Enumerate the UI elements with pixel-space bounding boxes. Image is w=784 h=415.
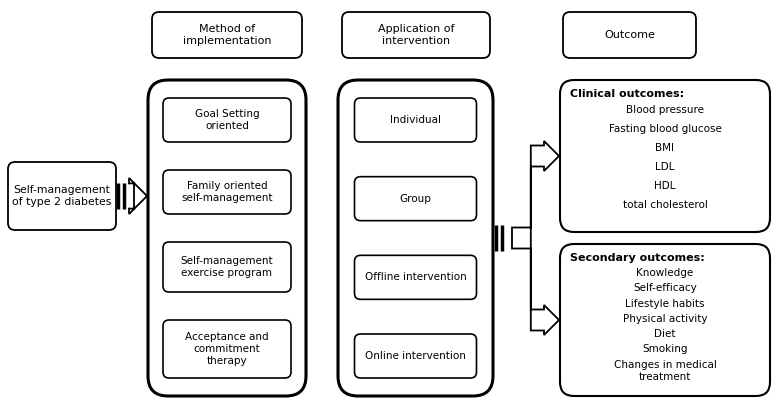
FancyBboxPatch shape — [152, 12, 302, 58]
Text: Self-efficacy: Self-efficacy — [633, 283, 697, 293]
Text: Online intervention: Online intervention — [365, 351, 466, 361]
FancyBboxPatch shape — [8, 162, 116, 230]
FancyBboxPatch shape — [354, 177, 477, 221]
Text: BMI: BMI — [655, 143, 674, 153]
FancyBboxPatch shape — [163, 320, 291, 378]
Text: Smoking: Smoking — [642, 344, 688, 354]
Text: Offline intervention: Offline intervention — [365, 272, 466, 282]
Text: Self-management
of type 2 diabetes: Self-management of type 2 diabetes — [13, 185, 111, 207]
FancyBboxPatch shape — [338, 80, 493, 396]
FancyBboxPatch shape — [148, 80, 306, 396]
Text: Outcome: Outcome — [604, 30, 655, 40]
Text: Lifestyle habits: Lifestyle habits — [626, 298, 705, 308]
FancyBboxPatch shape — [354, 98, 477, 142]
Text: Group: Group — [400, 194, 431, 204]
Text: Method of
implementation: Method of implementation — [183, 24, 271, 46]
FancyBboxPatch shape — [163, 170, 291, 214]
FancyBboxPatch shape — [563, 12, 696, 58]
Text: Blood pressure: Blood pressure — [626, 105, 704, 115]
Text: Application of
intervention: Application of intervention — [378, 24, 454, 46]
Text: LDL: LDL — [655, 162, 675, 172]
FancyBboxPatch shape — [560, 244, 770, 396]
Text: Physical activity: Physical activity — [622, 314, 707, 324]
Text: Changes in medical: Changes in medical — [614, 359, 717, 369]
Text: Individual: Individual — [390, 115, 441, 125]
Text: Diet: Diet — [655, 329, 676, 339]
Text: total cholesterol: total cholesterol — [622, 200, 707, 210]
Text: HDL: HDL — [655, 181, 676, 191]
FancyBboxPatch shape — [163, 242, 291, 292]
Text: treatment: treatment — [639, 373, 691, 383]
Text: Knowledge: Knowledge — [637, 268, 694, 278]
Polygon shape — [512, 141, 559, 335]
FancyBboxPatch shape — [354, 334, 477, 378]
Text: Secondary outcomes:: Secondary outcomes: — [570, 253, 705, 263]
FancyBboxPatch shape — [354, 255, 477, 299]
Text: Acceptance and
commitment
therapy: Acceptance and commitment therapy — [185, 332, 269, 366]
Polygon shape — [129, 178, 147, 214]
FancyBboxPatch shape — [163, 98, 291, 142]
FancyBboxPatch shape — [560, 80, 770, 232]
FancyBboxPatch shape — [342, 12, 490, 58]
Text: Self-management
exercise program: Self-management exercise program — [180, 256, 274, 278]
Text: Fasting blood glucose: Fasting blood glucose — [608, 124, 721, 134]
Text: Goal Setting
oriented: Goal Setting oriented — [194, 109, 260, 131]
Text: Clinical outcomes:: Clinical outcomes: — [570, 89, 684, 99]
Text: Family oriented
self-management: Family oriented self-management — [181, 181, 273, 203]
